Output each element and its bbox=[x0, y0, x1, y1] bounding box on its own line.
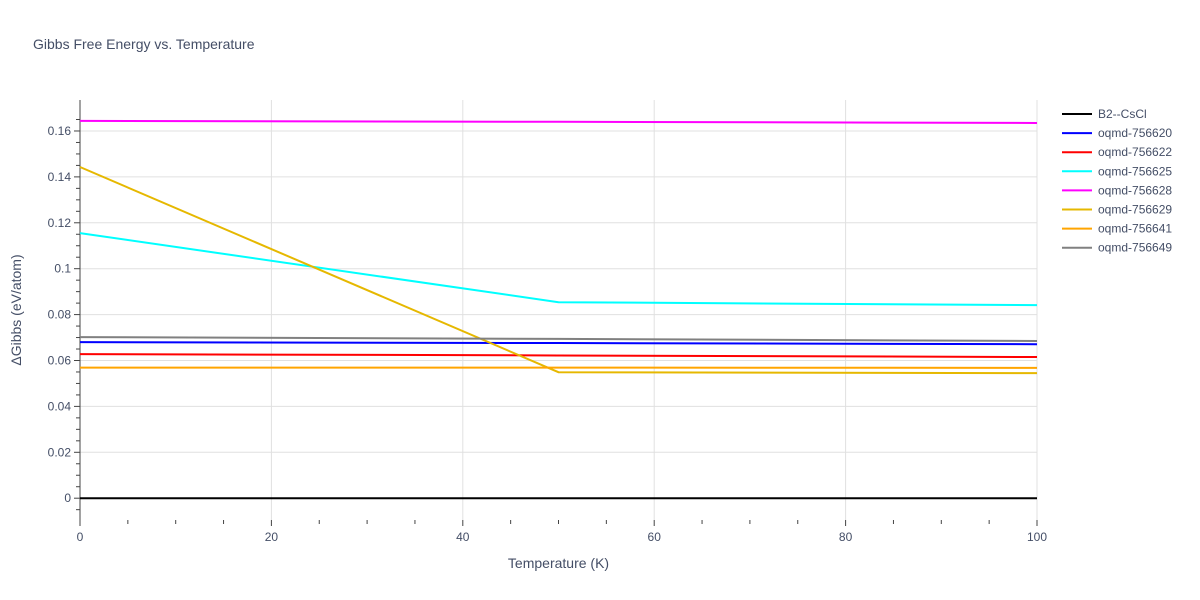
legend-label: oqmd-756649 bbox=[1098, 241, 1172, 255]
x-tick-label: 0 bbox=[77, 530, 84, 544]
legend-label: oqmd-756622 bbox=[1098, 145, 1172, 159]
x-tick-label: 60 bbox=[648, 530, 662, 544]
x-tick-label: 40 bbox=[456, 530, 470, 544]
chart-title: Gibbs Free Energy vs. Temperature bbox=[33, 36, 255, 52]
series-line-oqmd-756649 bbox=[79, 336, 1038, 342]
y-tick-label: 0.08 bbox=[48, 308, 72, 322]
y-axis-label: ΔGibbs (eV/atom) bbox=[8, 254, 24, 365]
x-tick-label: 20 bbox=[265, 530, 279, 544]
legend-label: oqmd-756620 bbox=[1098, 126, 1172, 140]
x-tick-label: 80 bbox=[839, 530, 853, 544]
series-line-oqmd-756620 bbox=[79, 341, 1038, 346]
x-axis-label: Temperature (K) bbox=[508, 555, 609, 571]
y-tick-label: 0.14 bbox=[48, 170, 72, 184]
y-tick-label: 0.04 bbox=[48, 399, 72, 413]
y-tick-label: 0.16 bbox=[48, 124, 72, 138]
series-line-oqmd-756625 bbox=[79, 232, 1038, 307]
series-line-oqmd-756629 bbox=[79, 166, 1038, 375]
y-tick-label: 0.1 bbox=[54, 262, 71, 276]
series-line-oqmd-756622 bbox=[79, 353, 1038, 359]
legend-label: oqmd-756625 bbox=[1098, 164, 1172, 178]
legend-label: oqmd-756641 bbox=[1098, 222, 1172, 236]
y-tick-label: 0 bbox=[64, 491, 71, 505]
series-line-oqmd-756628 bbox=[79, 119, 1038, 124]
y-tick-label: 0.06 bbox=[48, 353, 72, 367]
y-tick-label: 0.02 bbox=[48, 445, 72, 459]
legend-label: oqmd-756628 bbox=[1098, 183, 1172, 197]
x-tick-label: 100 bbox=[1027, 530, 1047, 544]
legend-label: B2--CsCl bbox=[1098, 107, 1147, 121]
y-tick-label: 0.12 bbox=[48, 216, 72, 230]
legend-label: oqmd-756629 bbox=[1098, 203, 1172, 217]
